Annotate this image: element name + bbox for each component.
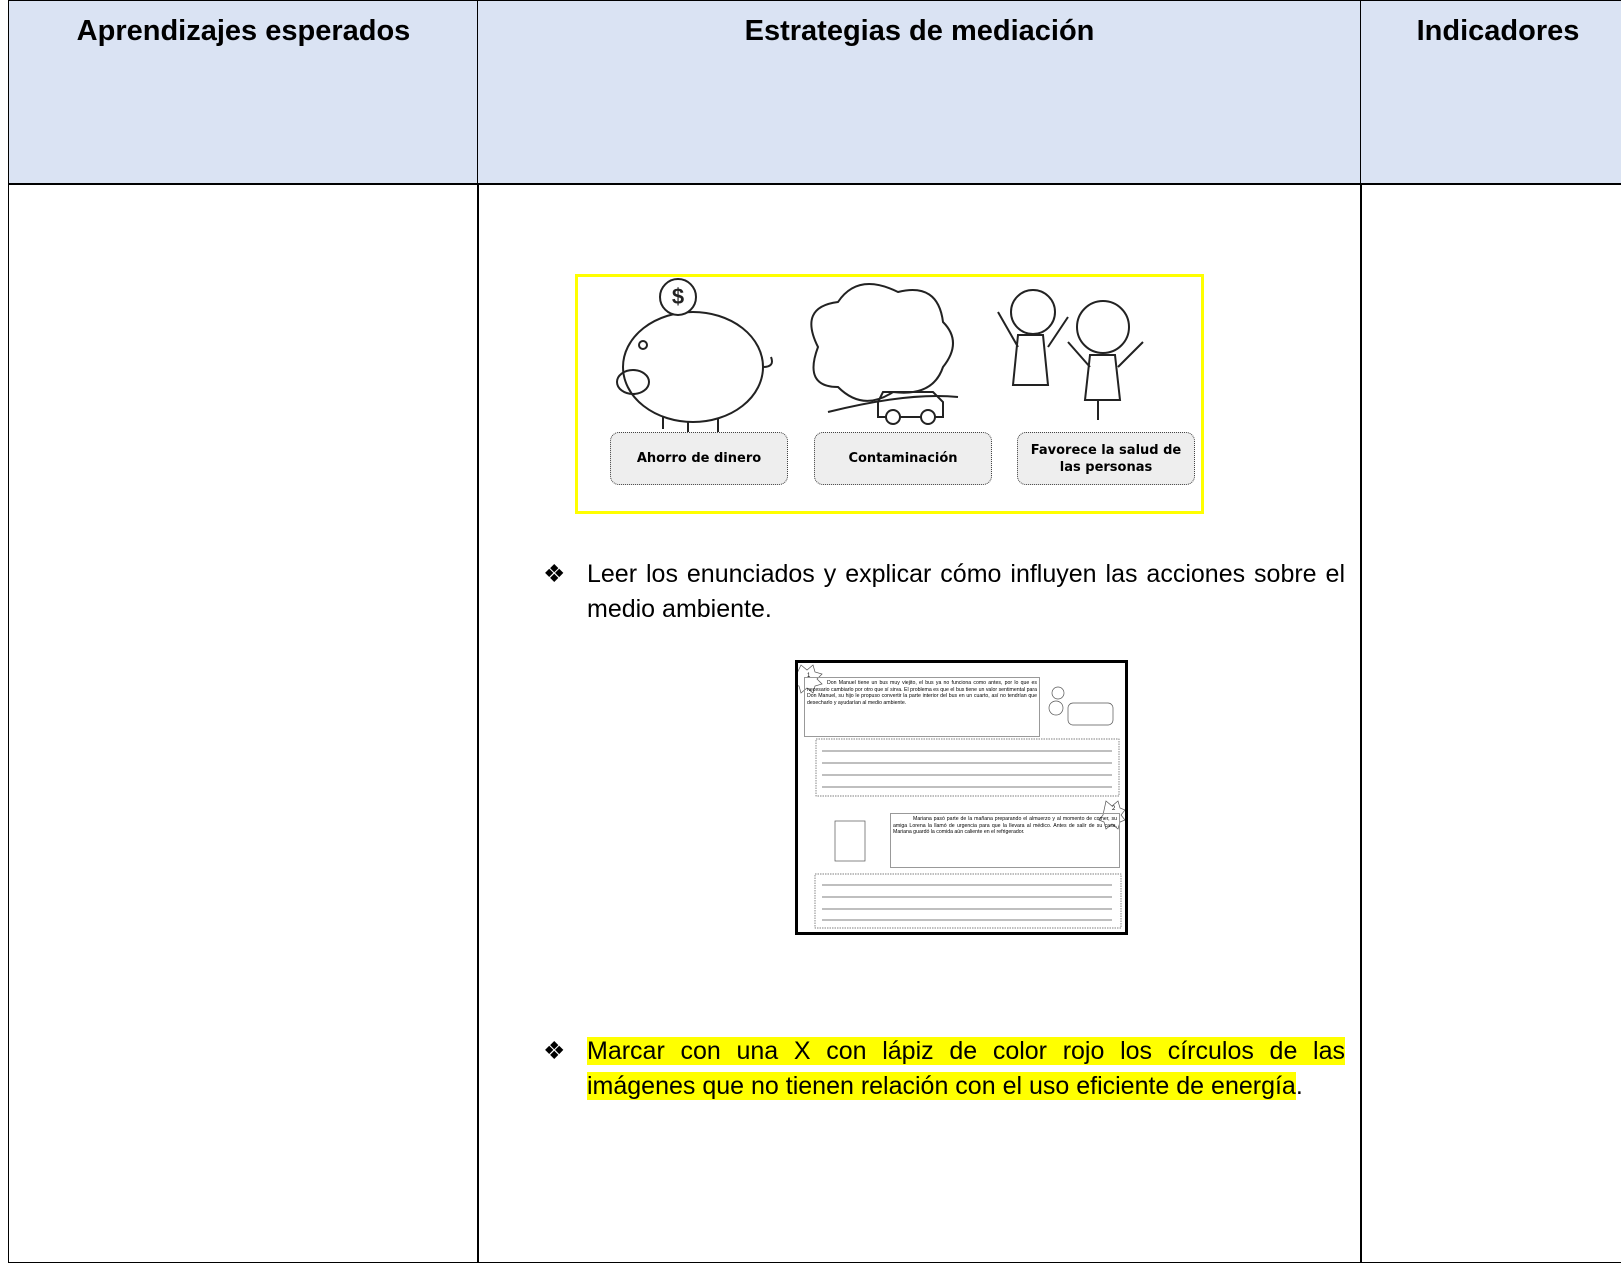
bullet-symbol: ❖ — [543, 1037, 566, 1065]
coin-symbol: $ — [672, 284, 684, 309]
panel-label: Ahorro de dinero — [610, 432, 788, 485]
road — [827, 395, 959, 413]
worksheet: 1 Don Manuel tiene un bus muy viejito, e… — [795, 660, 1128, 935]
header-cell: Indicadores — [1360, 0, 1621, 185]
child-body — [997, 311, 1069, 386]
worksheet-text: Mariana pasó parte de la mañana preparan… — [890, 813, 1120, 868]
illustrations: $ — [616, 278, 1144, 434]
panel-label: Favorece la salud de las personas — [1017, 432, 1195, 485]
starburst — [798, 664, 823, 694]
child-head — [1076, 300, 1130, 354]
pig-legs — [662, 356, 773, 434]
item-number: 1 — [807, 673, 811, 679]
header-cell: Estrategias de mediación — [477, 0, 1362, 185]
pig-eye — [638, 340, 648, 350]
image-panel: $ Ahorro de dinero Contaminación Favorec… — [575, 274, 1204, 514]
fridge-icon — [834, 820, 866, 862]
cloud — [810, 283, 954, 402]
header-text: Estrategias de mediación — [744, 15, 1095, 47]
header-text: Aprendizajes esperados — [76, 15, 411, 47]
starburst — [1098, 800, 1125, 830]
bullet-symbol: ❖ — [543, 560, 566, 588]
pig-snout — [616, 369, 650, 395]
child-body — [1067, 341, 1144, 420]
worksheet-art — [798, 664, 1125, 929]
item-number: 2 — [1112, 806, 1116, 812]
child-head — [1010, 289, 1056, 335]
worksheet-text: Don Manuel tiene un bus muy viejito, el … — [804, 677, 1040, 737]
header-text: Indicadores — [1416, 15, 1580, 47]
header-cell: Aprendizajes esperados — [8, 0, 479, 185]
bullet-text: Marcar con una X con lápiz de color rojo… — [587, 1034, 1345, 1104]
coin — [659, 278, 697, 316]
bullet-text: Leer los enunciados y explicar cómo infl… — [587, 560, 1345, 623]
pig — [622, 311, 764, 423]
panel-label: Contaminación — [814, 432, 992, 485]
body-cell — [1360, 183, 1621, 1263]
bus-icon — [1067, 702, 1114, 726]
body-cell — [8, 183, 479, 1263]
highlight-text: Marcar con una X con lápiz de color rojo… — [587, 1037, 1345, 1100]
text-end: . — [1295, 1072, 1303, 1100]
